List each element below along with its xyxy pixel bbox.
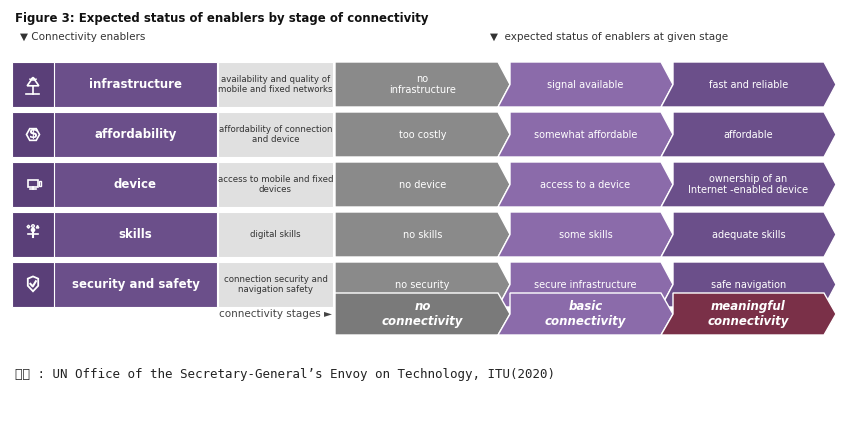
Text: no
infrastructure: no infrastructure (389, 73, 456, 95)
Text: some skills: some skills (558, 230, 612, 239)
Polygon shape (498, 212, 673, 257)
Polygon shape (661, 262, 836, 307)
FancyBboxPatch shape (12, 112, 217, 157)
Polygon shape (661, 212, 836, 257)
Text: infrastructure: infrastructure (89, 78, 182, 91)
Polygon shape (335, 112, 510, 157)
Text: meaningful
connectivity: meaningful connectivity (708, 300, 789, 328)
Text: affordability of connection
and device: affordability of connection and device (218, 125, 332, 144)
FancyBboxPatch shape (12, 62, 217, 107)
Text: no skills: no skills (403, 230, 442, 239)
Text: ownership of an
Internet -enabled device: ownership of an Internet -enabled device (688, 174, 808, 195)
Text: safe navigation: safe navigation (711, 279, 786, 290)
Text: digital skills: digital skills (250, 230, 301, 239)
Text: ▼ Connectivity enablers: ▼ Connectivity enablers (20, 32, 145, 42)
FancyBboxPatch shape (12, 262, 217, 307)
Text: skills: skills (119, 228, 152, 241)
Polygon shape (335, 262, 510, 307)
FancyBboxPatch shape (12, 112, 54, 157)
Text: access to mobile and fixed
devices: access to mobile and fixed devices (218, 175, 333, 194)
Text: connection security and
navigation safety: connection security and navigation safet… (224, 275, 327, 294)
Text: secure infrastructure: secure infrastructure (535, 279, 637, 290)
FancyBboxPatch shape (12, 162, 54, 207)
Polygon shape (335, 62, 510, 107)
Text: too costly: too costly (399, 129, 446, 139)
FancyBboxPatch shape (12, 212, 54, 257)
FancyBboxPatch shape (12, 212, 217, 257)
FancyBboxPatch shape (218, 212, 333, 257)
Polygon shape (498, 62, 673, 107)
Polygon shape (498, 262, 673, 307)
Text: basic
connectivity: basic connectivity (545, 300, 626, 328)
Text: access to a device: access to a device (541, 180, 631, 190)
Text: ▼  expected status of enablers at given stage: ▼ expected status of enablers at given s… (490, 32, 728, 42)
Polygon shape (335, 212, 510, 257)
Polygon shape (498, 162, 673, 207)
FancyBboxPatch shape (218, 62, 333, 107)
Polygon shape (661, 62, 836, 107)
Text: no device: no device (399, 180, 446, 190)
Text: security and safety: security and safety (71, 278, 200, 291)
Text: 자료 : UN Office of the Secretary-General’s Envoy on Technology, ITU(2020): 자료 : UN Office of the Secretary-General’… (15, 368, 555, 381)
Text: no
connectivity: no connectivity (382, 300, 463, 328)
Text: Figure 3: Expected status of enablers by stage of connectivity: Figure 3: Expected status of enablers by… (15, 12, 428, 25)
Text: no security: no security (395, 279, 450, 290)
Text: availability and quality of
mobile and fixed networks: availability and quality of mobile and f… (218, 75, 332, 94)
Polygon shape (498, 293, 673, 335)
Polygon shape (661, 293, 836, 335)
FancyBboxPatch shape (218, 162, 333, 207)
Circle shape (36, 129, 38, 132)
Polygon shape (335, 162, 510, 207)
FancyBboxPatch shape (218, 112, 333, 157)
Text: affordable: affordable (723, 129, 774, 139)
Text: $: $ (29, 128, 37, 141)
FancyBboxPatch shape (12, 62, 54, 107)
Polygon shape (498, 112, 673, 157)
FancyBboxPatch shape (218, 262, 333, 307)
Polygon shape (661, 162, 836, 207)
Polygon shape (661, 112, 836, 157)
FancyBboxPatch shape (12, 162, 217, 207)
Text: device: device (114, 178, 157, 191)
Text: somewhat affordable: somewhat affordable (534, 129, 638, 139)
Text: connectivity stages ►: connectivity stages ► (219, 309, 332, 319)
Text: fast and reliable: fast and reliable (709, 80, 788, 89)
Text: adequate skills: adequate skills (711, 230, 785, 239)
Text: affordability: affordability (94, 128, 177, 141)
FancyBboxPatch shape (12, 262, 54, 307)
Circle shape (31, 227, 36, 232)
Text: signal available: signal available (547, 80, 624, 89)
Polygon shape (335, 293, 510, 335)
